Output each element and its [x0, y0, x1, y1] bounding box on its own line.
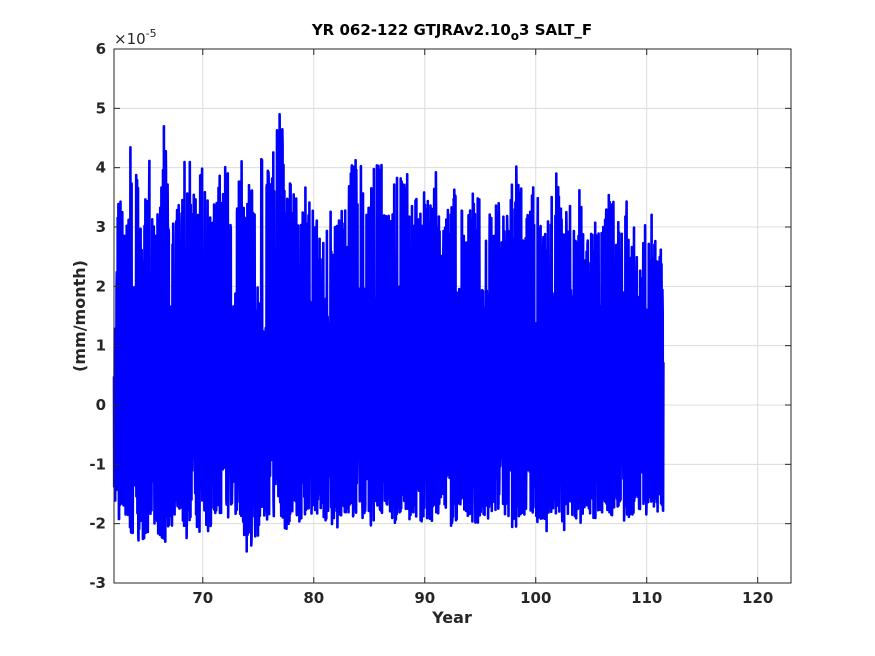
chart-title: YR 062-122 GTJRAv2.10o3 SALT_F	[311, 21, 592, 43]
y-tick-label: -1	[89, 455, 106, 473]
x-axis-title: Year	[431, 608, 472, 627]
x-tick-label: 100	[520, 589, 551, 607]
y-axis-title: (mm/month)	[70, 260, 89, 372]
y-tick-label: 2	[96, 277, 106, 295]
series-line-path	[112, 113, 665, 553]
x-tick-label: 120	[742, 589, 773, 607]
series-line	[112, 113, 665, 553]
y-tick-label: -2	[89, 515, 106, 533]
chart-title-main: YR 062-122 GTJRAv2.10	[311, 21, 511, 39]
chart-title-subscript: o	[511, 29, 519, 43]
chart-title-suffix: 3 SALT_F	[519, 21, 592, 39]
y-exponent-label: ×10-5	[114, 27, 157, 48]
y-tick-label: 3	[96, 218, 106, 236]
axis-ticks: 70 80 90 100 110 120 -3 -2 -1 0 1 2 3 4 5 6	[89, 40, 791, 607]
plot-frame	[113, 48, 792, 584]
y-exponent-base: ×10	[114, 30, 146, 48]
y-tick-label: 1	[96, 337, 106, 355]
y-tick-label: 4	[96, 159, 106, 177]
y-exponent-power: -5	[146, 27, 157, 40]
x-tick-label: 110	[631, 589, 662, 607]
x-tick-label: 70	[192, 589, 213, 607]
y-tick-label: 6	[96, 40, 106, 58]
y-tick-label: 0	[96, 396, 106, 414]
y-tick-label: 5	[96, 99, 106, 117]
x-tick-label: 80	[303, 589, 324, 607]
y-tick-label: -3	[89, 574, 106, 592]
x-tick-label: 90	[414, 589, 435, 607]
